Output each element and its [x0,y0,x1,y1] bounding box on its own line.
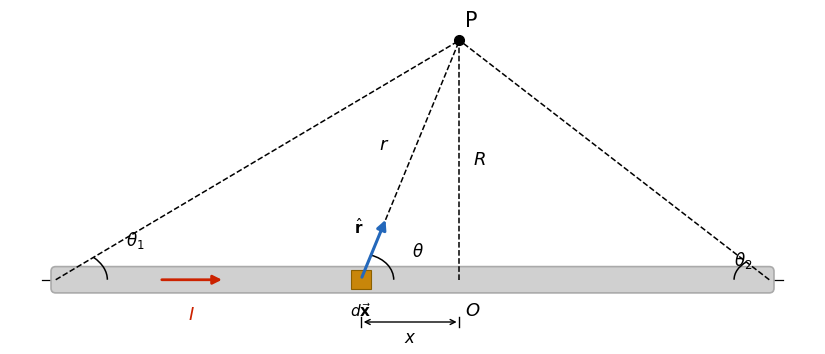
Text: $\theta_1$: $\theta_1$ [126,230,145,251]
Text: $\hat{\mathbf{r}}$: $\hat{\mathbf{r}}$ [355,217,364,237]
Text: $I$: $I$ [188,306,196,324]
Text: $x$: $x$ [404,329,417,347]
Text: $d\vec{\mathbf{x}}$: $d\vec{\mathbf{x}}$ [351,302,371,320]
Text: $r$: $r$ [380,136,389,154]
Text: $R$: $R$ [473,151,485,169]
Text: $\theta$: $\theta$ [412,242,424,261]
Bar [351,270,371,289]
Text: O: O [465,302,479,320]
FancyBboxPatch shape [51,267,774,293]
Text: P: P [465,11,478,31]
Text: $\theta_2$: $\theta_2$ [733,251,752,272]
